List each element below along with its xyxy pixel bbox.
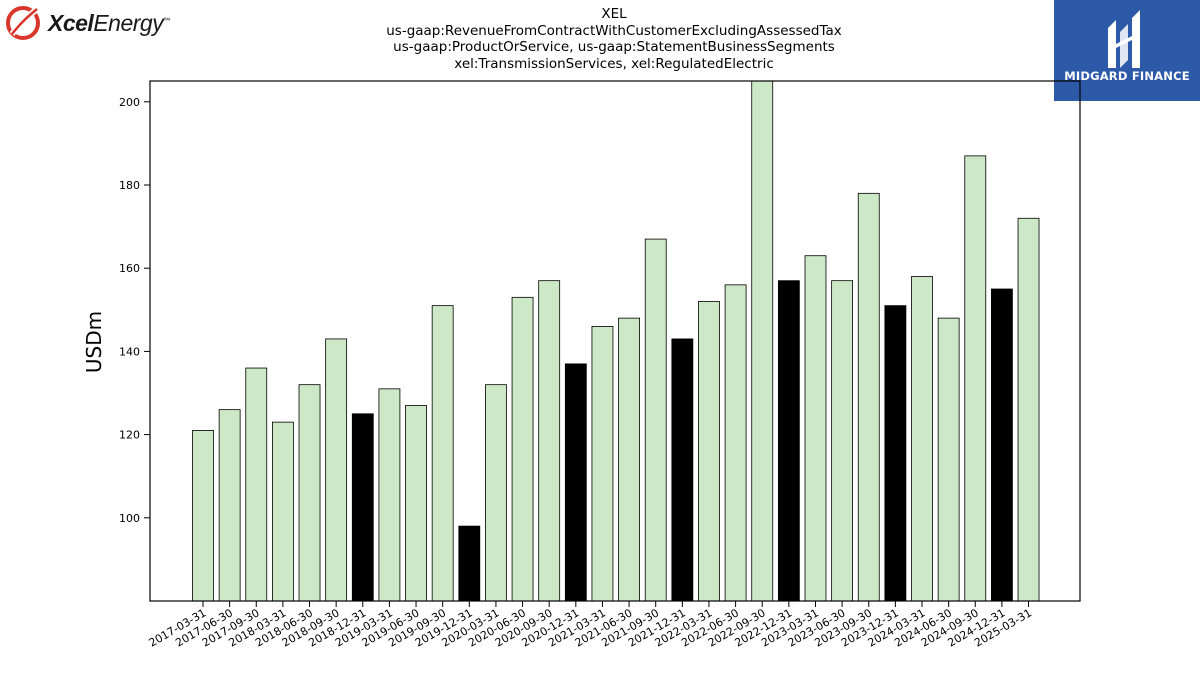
bar xyxy=(378,388,401,601)
bar xyxy=(1017,217,1040,601)
bar xyxy=(671,338,694,601)
plot-frame xyxy=(149,80,1081,602)
bar xyxy=(245,367,268,601)
bar xyxy=(485,384,507,601)
bar xyxy=(192,430,214,601)
bar xyxy=(698,301,720,601)
xcel-energy-wordmark: XcelEnergy™ xyxy=(48,9,170,36)
midgard-finance-emblem-icon xyxy=(1108,10,1140,68)
bar xyxy=(991,288,1013,601)
midgard-finance-label: MIDGARD FINANCE xyxy=(1064,69,1190,83)
bar xyxy=(911,276,933,601)
bar xyxy=(724,284,747,601)
bar xyxy=(511,296,534,601)
bar xyxy=(857,192,880,601)
title-line: us-gaap:ProductOrService, us-gaap:Statem… xyxy=(393,39,835,55)
bar xyxy=(538,280,561,601)
bar xyxy=(644,238,667,601)
title-line: xel:TransmissionServices, xel:RegulatedE… xyxy=(454,55,774,72)
bar xyxy=(271,421,294,601)
bar xyxy=(831,280,854,601)
bar xyxy=(591,326,614,601)
title-line: XEL xyxy=(601,6,627,22)
xcel-energy-swoosh-icon xyxy=(6,6,40,40)
bar xyxy=(618,317,640,601)
bar xyxy=(751,81,774,601)
midgard-finance-logo: MIDGARD FINANCE xyxy=(1054,0,1200,101)
bar xyxy=(458,525,481,601)
y-tick-label: 200 xyxy=(119,96,140,109)
bar xyxy=(964,155,987,601)
bar xyxy=(351,413,374,601)
y-tick-label: 140 xyxy=(119,345,140,358)
title-line: us-gaap:RevenueFromContractWithCustomerE… xyxy=(386,22,842,39)
bar xyxy=(325,338,348,601)
y-tick-label: 180 xyxy=(119,179,140,192)
y-tick-label: 160 xyxy=(119,262,140,275)
y-tick-label: 100 xyxy=(119,512,140,525)
bar xyxy=(804,255,827,601)
bar xyxy=(218,409,241,601)
bar xyxy=(431,305,454,601)
y-tick-label: 120 xyxy=(119,429,140,442)
bar xyxy=(777,280,800,601)
bar xyxy=(937,317,960,601)
chart-title: XEL us-gaap:RevenueFromContractWithCusto… xyxy=(314,6,914,72)
xcel-energy-logo: XcelEnergy™ xyxy=(4,4,194,42)
bar xyxy=(405,405,427,601)
bar xyxy=(884,305,907,601)
bar xyxy=(564,363,587,601)
bar xyxy=(298,384,321,601)
